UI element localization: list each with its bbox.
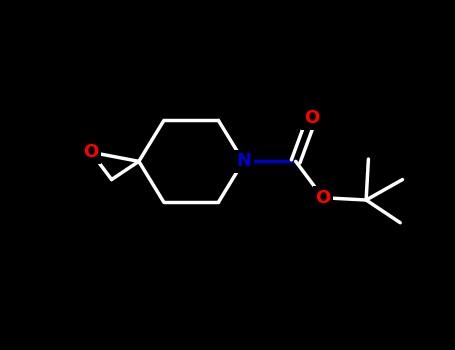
Text: O: O <box>304 109 319 127</box>
Text: N: N <box>236 152 251 170</box>
Text: O: O <box>84 143 99 161</box>
Text: O: O <box>315 189 331 207</box>
